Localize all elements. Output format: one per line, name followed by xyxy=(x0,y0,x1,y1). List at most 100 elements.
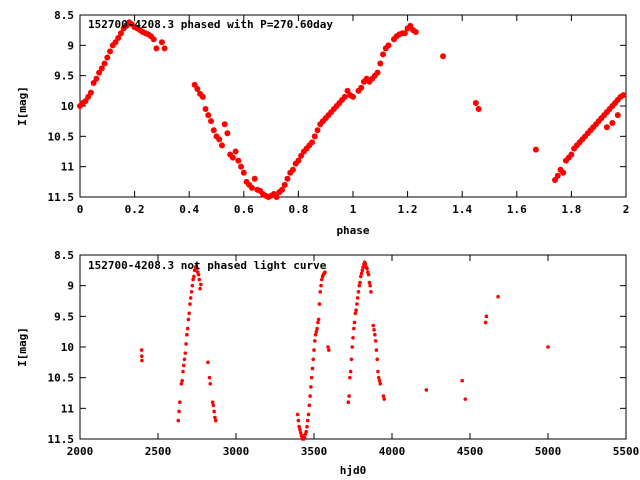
phased-data-point xyxy=(224,130,231,137)
unphased-data-point xyxy=(316,317,321,322)
unphased-y-tick-label: 9.5 xyxy=(54,310,74,323)
unphased-y-tick-label: 10.5 xyxy=(48,372,75,385)
unphased-data-point xyxy=(460,378,465,383)
unphased-light-curve-plot: 2000 2500 3000 3500 4000 4500 5000 5500 8.5 9 9.5… xyxy=(16,249,639,477)
unphased-data-point xyxy=(373,332,377,337)
phased-data-point xyxy=(161,45,168,52)
unphased-data-point xyxy=(190,283,195,288)
unphased-data-point xyxy=(213,418,218,423)
unphased-data-point xyxy=(323,270,327,274)
unphased-data-point xyxy=(185,332,189,337)
unphased-data-point xyxy=(306,412,311,417)
unphased-data-point xyxy=(197,277,202,282)
phased-data-point xyxy=(568,151,575,158)
unphased-data-point xyxy=(315,326,319,331)
unphased-data-point xyxy=(309,385,313,389)
unphased-data-point xyxy=(351,326,356,331)
unphased-data-point xyxy=(314,329,319,334)
phased-data-point xyxy=(377,60,384,67)
unphased-data-point xyxy=(139,354,144,359)
phased-data-point xyxy=(104,54,111,61)
unphased-data-point xyxy=(372,328,376,332)
unphased-data-point xyxy=(181,369,185,374)
phased-data-point xyxy=(85,93,92,100)
phased-y-tick-label: 9.5 xyxy=(54,70,74,83)
phased-data-point xyxy=(150,36,157,43)
unphased-data-point xyxy=(295,412,300,417)
phased-data-point xyxy=(309,139,316,146)
unphased-data-point xyxy=(198,286,202,291)
unphased-data-point xyxy=(183,351,188,355)
phased-x-ticks: 0 0.2 0.4 0.6 0.8 1 1.2 1.4 1.6 1.8 2 xyxy=(77,15,629,216)
unphased-y-tick-label: 8.5 xyxy=(54,249,74,262)
unphased-data-point xyxy=(359,271,364,276)
unphased-data-point xyxy=(348,369,353,374)
unphased-data-point xyxy=(376,369,380,374)
unphased-data-point xyxy=(367,280,372,285)
phased-x-tick-label: 1.2 xyxy=(398,203,418,216)
unphased-data-point xyxy=(304,429,309,434)
unphased-data-point xyxy=(297,424,301,429)
unphased-data-point xyxy=(424,388,429,392)
unphased-data-point xyxy=(359,274,363,279)
phased-y-tick-label: 10 xyxy=(61,100,74,113)
phased-x-tick-label: 1.8 xyxy=(561,203,581,216)
phased-data-point xyxy=(412,28,419,35)
phased-x-tick-label: 0.4 xyxy=(179,203,199,216)
phased-data-point xyxy=(93,75,100,82)
phased-data-point xyxy=(603,124,610,131)
unphased-data-point xyxy=(371,323,376,328)
unphased-data-point xyxy=(180,378,184,383)
unphased-data-point xyxy=(369,290,373,294)
phased-x-tick-label: 1.4 xyxy=(452,203,472,216)
phased-x-axis-label: phase xyxy=(336,224,369,237)
unphased-data-point xyxy=(312,339,317,343)
phased-data-point xyxy=(82,98,89,105)
phased-data-point xyxy=(401,30,408,37)
phased-data-point xyxy=(314,127,321,134)
unphased-data-point xyxy=(356,290,361,294)
phased-data-point xyxy=(374,69,381,76)
phased-data-point xyxy=(221,121,228,128)
unphased-x-axis-label: hjd0 xyxy=(340,464,367,477)
unphased-data-point xyxy=(318,290,323,294)
phased-y-tick-label: 11 xyxy=(61,161,75,174)
phased-data-point xyxy=(407,22,414,29)
unphased-data-point xyxy=(352,320,357,325)
unphased-data-point xyxy=(212,409,216,414)
unphased-data-point xyxy=(182,357,187,362)
phased-data-point xyxy=(358,84,365,91)
unphased-data-point xyxy=(184,342,188,346)
phased-data-point xyxy=(216,136,223,143)
unphased-x-tick-label: 5000 xyxy=(535,445,562,458)
phased-light-curve-plot: 0 0.2 0.4 0.6 0.8 1 1.2 1.4 1.6 1.8 2 8.5 9 9.5 10 10.… xyxy=(16,9,629,237)
unphased-data-point xyxy=(496,294,500,299)
phased-data-point xyxy=(385,42,392,49)
unphased-y-ticks: 8.5 9 9.5 10 10.5 11 11.5 xyxy=(48,249,626,446)
phased-data-point xyxy=(344,87,351,94)
phased-x-tick-label: 1 xyxy=(350,203,357,216)
phased-data-point xyxy=(202,106,209,113)
unphased-data-point xyxy=(319,283,323,288)
phased-data-point xyxy=(107,48,114,55)
phased-data-point xyxy=(235,157,242,164)
unphased-data-point xyxy=(347,394,351,398)
unphased-data-point xyxy=(206,360,210,365)
unphased-data-point xyxy=(375,357,379,362)
phased-data-point xyxy=(273,194,280,200)
unphased-data-point xyxy=(376,375,381,380)
unphased-data-point xyxy=(355,296,360,300)
unphased-y-tick-label: 11.5 xyxy=(48,433,75,446)
phased-data-point xyxy=(560,169,567,176)
unphased-data-point xyxy=(140,358,144,363)
phased-data-point xyxy=(208,118,215,125)
unphased-data-point xyxy=(307,403,312,408)
unphased-data-point xyxy=(355,302,359,306)
unphased-data-point xyxy=(378,382,383,386)
unphased-data-point xyxy=(178,400,182,405)
phased-x-tick-label: 0.6 xyxy=(234,203,254,216)
unphased-data-point xyxy=(196,272,201,277)
unphased-data-point xyxy=(177,409,181,414)
unphased-data-point xyxy=(363,262,368,267)
